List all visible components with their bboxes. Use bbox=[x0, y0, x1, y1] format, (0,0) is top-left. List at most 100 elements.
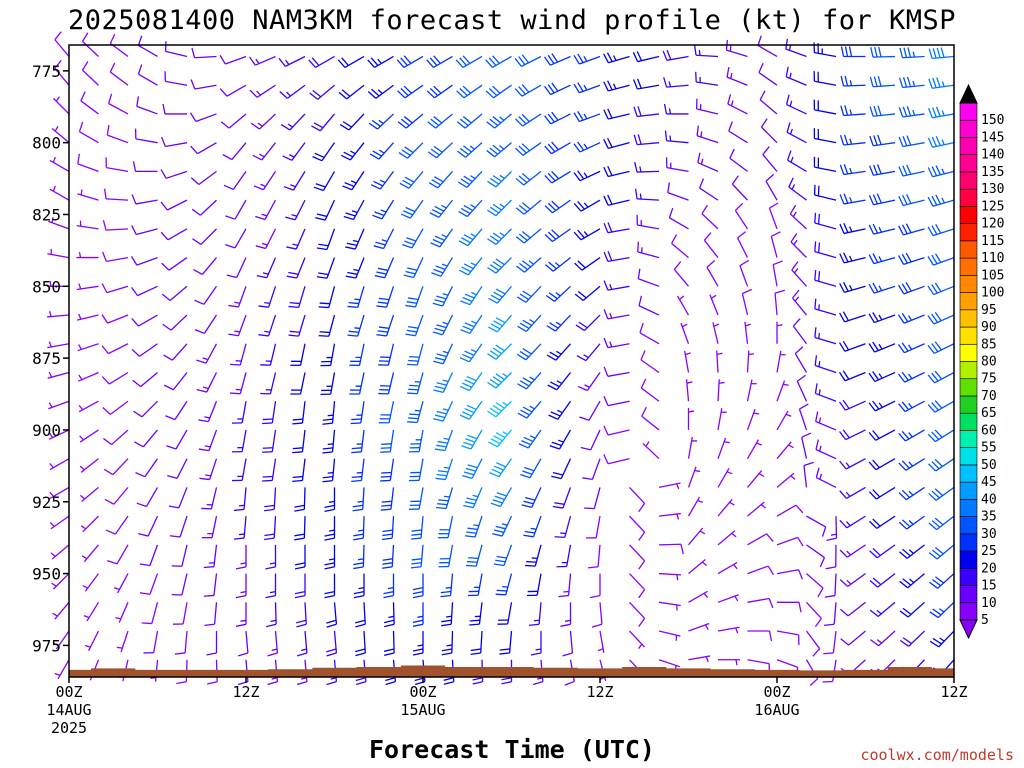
wind-barb bbox=[408, 458, 424, 482]
wind-barb bbox=[589, 573, 601, 599]
wind-barb bbox=[131, 194, 158, 205]
wind-barb bbox=[102, 400, 129, 415]
wind-barb bbox=[171, 544, 188, 567]
y-tick-label: 825 bbox=[32, 205, 61, 224]
wind-barb bbox=[441, 631, 454, 656]
wind-barb bbox=[199, 458, 218, 481]
wind-barb bbox=[294, 487, 306, 512]
wind-barb bbox=[339, 113, 365, 131]
colorbar: 5 10 15 20 25 30 35 40 45 50 55 60 65 70 75 80 85 90 95 100… bbox=[959, 83, 1004, 640]
wind-barb bbox=[265, 573, 277, 599]
colorbar-label: 105 bbox=[981, 268, 1004, 283]
x-tick-label: 14AUG bbox=[46, 701, 91, 719]
wind-barb bbox=[688, 655, 711, 663]
wind-barb bbox=[825, 544, 837, 570]
wind-barb bbox=[806, 515, 827, 537]
wind-barb bbox=[839, 134, 866, 146]
wind-barb bbox=[899, 630, 925, 647]
wind-barb bbox=[349, 372, 365, 395]
wind-barb bbox=[235, 544, 247, 570]
wind-barb bbox=[528, 602, 542, 626]
wind-barb bbox=[351, 458, 365, 482]
colorbar-segment bbox=[959, 343, 978, 362]
wind-barb bbox=[520, 458, 542, 479]
wind-barb bbox=[440, 573, 454, 598]
wind-barb bbox=[405, 286, 424, 308]
wind-barb bbox=[52, 96, 70, 115]
wind-barb bbox=[585, 516, 601, 539]
wind-barb bbox=[351, 429, 365, 454]
wind-barb bbox=[54, 31, 70, 57]
wind-barb bbox=[490, 487, 513, 508]
wind-barb bbox=[757, 35, 778, 58]
wind-barb bbox=[734, 202, 749, 230]
wind-barb bbox=[311, 113, 335, 132]
wind-barb bbox=[49, 185, 70, 201]
wind-barb bbox=[78, 121, 99, 144]
wind-barb bbox=[222, 142, 247, 161]
wind-barb bbox=[838, 399, 866, 411]
wind-barb bbox=[898, 194, 925, 207]
wind-barb bbox=[489, 458, 513, 478]
wind-barb bbox=[487, 343, 512, 360]
wind-barb bbox=[597, 630, 605, 653]
wind-barb bbox=[196, 372, 218, 393]
wind-barb bbox=[353, 516, 365, 541]
x-tick-label: 2025 bbox=[51, 719, 87, 737]
wind-barb bbox=[324, 516, 336, 541]
wind-barb bbox=[629, 601, 646, 628]
wind-barb bbox=[410, 544, 424, 569]
wind-barb bbox=[869, 105, 896, 117]
wind-barb bbox=[107, 544, 129, 565]
wind-barb bbox=[640, 350, 660, 374]
colorbar-label: 80 bbox=[981, 355, 997, 370]
wind-barb bbox=[696, 125, 719, 144]
wind-barb bbox=[459, 343, 483, 363]
wind-barb bbox=[400, 199, 424, 219]
wind-barb bbox=[603, 80, 630, 92]
wind-barb bbox=[899, 573, 925, 589]
colorbar-label: 50 bbox=[981, 458, 997, 473]
wind-barb bbox=[196, 343, 218, 364]
wind-barb bbox=[869, 601, 896, 617]
wind-barb bbox=[840, 75, 866, 87]
wind-barb bbox=[368, 113, 394, 130]
wind-barb bbox=[687, 466, 701, 488]
wind-barb bbox=[76, 251, 99, 259]
wind-barb bbox=[316, 257, 336, 279]
wind-barb bbox=[258, 286, 277, 308]
wind-barb bbox=[166, 429, 188, 450]
wind-barb bbox=[54, 659, 70, 680]
wind-barb bbox=[115, 602, 129, 623]
wind-barb bbox=[573, 170, 601, 182]
wind-barb bbox=[673, 261, 689, 287]
wind-barb bbox=[516, 285, 542, 303]
wind-barb bbox=[543, 53, 571, 66]
colorbar-label: 40 bbox=[981, 492, 997, 507]
wind-barb bbox=[562, 630, 574, 657]
wind-barb bbox=[81, 61, 99, 86]
wind-barb bbox=[603, 108, 630, 120]
wind-barb bbox=[838, 370, 866, 382]
wind-barb bbox=[514, 113, 542, 127]
wind-barb bbox=[868, 458, 896, 471]
y-tick-label: 925 bbox=[32, 493, 61, 512]
wind-barb bbox=[78, 371, 99, 382]
wind-barb bbox=[79, 429, 99, 443]
wind-barb bbox=[839, 281, 866, 293]
wind-barb bbox=[544, 170, 571, 184]
wind-barb bbox=[223, 171, 247, 191]
wind-barb bbox=[49, 156, 70, 172]
wind-barb bbox=[514, 54, 542, 67]
wind-barb bbox=[762, 146, 778, 172]
wind-barb bbox=[667, 182, 689, 201]
y-tick-label: 950 bbox=[32, 565, 61, 584]
wind-barb bbox=[823, 630, 837, 655]
wind-barb bbox=[639, 322, 660, 345]
chart-title: 2025081400 NAM3KM forecast wind profile … bbox=[68, 5, 956, 36]
wind-barb bbox=[928, 77, 955, 89]
wind-barb bbox=[101, 371, 129, 385]
plot-frame bbox=[68, 44, 955, 678]
wind-barb bbox=[839, 193, 866, 205]
colorbar-label: 55 bbox=[981, 441, 997, 456]
